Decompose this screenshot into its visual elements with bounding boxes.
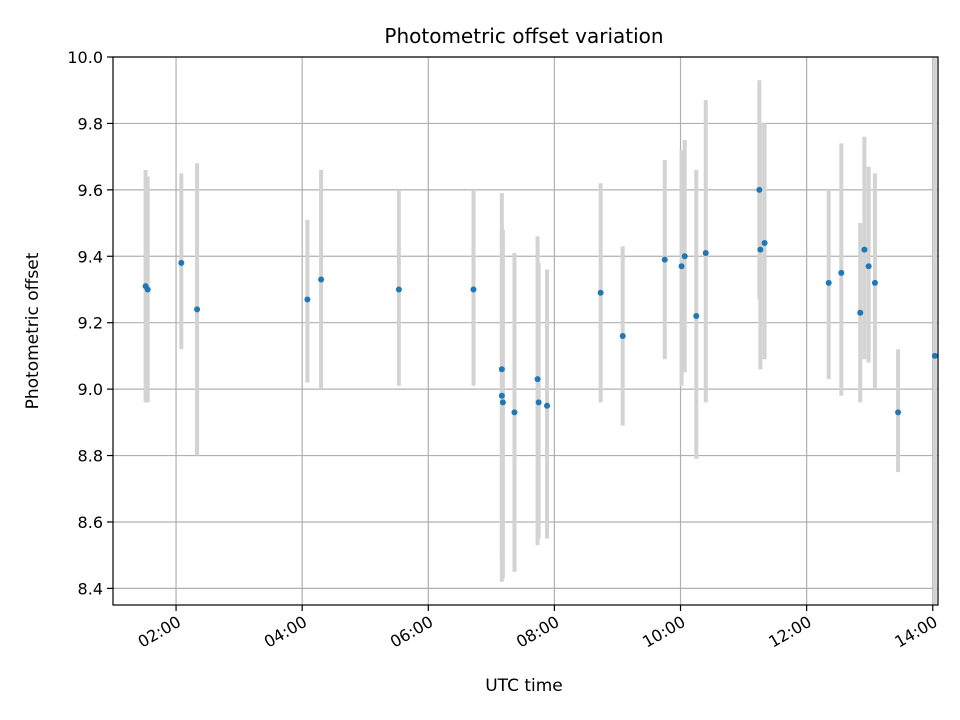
data-point (757, 246, 764, 253)
data-point (861, 246, 868, 253)
data-point (865, 263, 872, 270)
x-tick-label: 06:00 (387, 612, 436, 652)
data-point (619, 332, 626, 339)
data-point (499, 399, 506, 406)
plot-frame (112, 56, 939, 606)
data-point (194, 306, 201, 313)
data-point (318, 276, 325, 283)
data-point (178, 259, 185, 266)
data-point (511, 409, 518, 416)
data-point (895, 409, 902, 416)
x-tick-label: 02:00 (135, 612, 184, 652)
y-tick-label: 8.8 (78, 447, 103, 466)
data-point (304, 296, 311, 303)
data-point (838, 269, 845, 276)
error-bars (143, 57, 937, 605)
y-tick-label: 8.4 (78, 579, 103, 598)
data-point (857, 309, 864, 316)
x-axis-label: UTC time (485, 676, 563, 696)
data-point (693, 313, 700, 320)
y-axis-ticks: 8.4 8.6 8.8 9.0 9.2 9.4 9.6 9.8 10.0 (67, 48, 113, 598)
data-point (681, 253, 688, 260)
data-point (931, 352, 938, 359)
grid (113, 56, 938, 605)
y-tick-label: 8.6 (78, 513, 103, 532)
y-tick-label: 9.6 (78, 181, 103, 200)
y-axis-label: Photometric offset (23, 252, 43, 409)
x-tick-label: 14:00 (891, 612, 940, 652)
data-point (498, 366, 505, 373)
x-tick-label: 04:00 (261, 612, 310, 652)
y-tick-label: 9.4 (78, 247, 103, 266)
y-tick-label: 9.8 (78, 114, 103, 133)
x-tick-label: 12:00 (765, 612, 814, 652)
y-tick-label: 9.2 (78, 314, 103, 333)
data-point (825, 279, 832, 286)
x-axis-ticks: 02:00 04:00 06:00 08:00 10:00 12:00 14:00 (135, 605, 941, 652)
data-points (142, 186, 938, 416)
data-point (756, 186, 763, 193)
data-point (470, 286, 477, 293)
data-point (761, 239, 768, 246)
data-point (678, 263, 685, 270)
data-point (871, 279, 878, 286)
data-point (498, 392, 505, 399)
data-point (702, 249, 709, 256)
data-point (544, 402, 551, 409)
x-tick-label: 08:00 (513, 612, 562, 652)
y-tick-label: 9.0 (78, 380, 103, 399)
data-point (534, 376, 541, 383)
x-tick-label: 10:00 (639, 612, 688, 652)
data-point (144, 286, 151, 293)
data-point (535, 399, 542, 406)
data-point (661, 256, 668, 263)
y-tick-label: 10.0 (67, 48, 103, 67)
chart-title: Photometric offset variation (384, 24, 663, 48)
data-point (395, 286, 402, 293)
data-point (597, 289, 604, 296)
